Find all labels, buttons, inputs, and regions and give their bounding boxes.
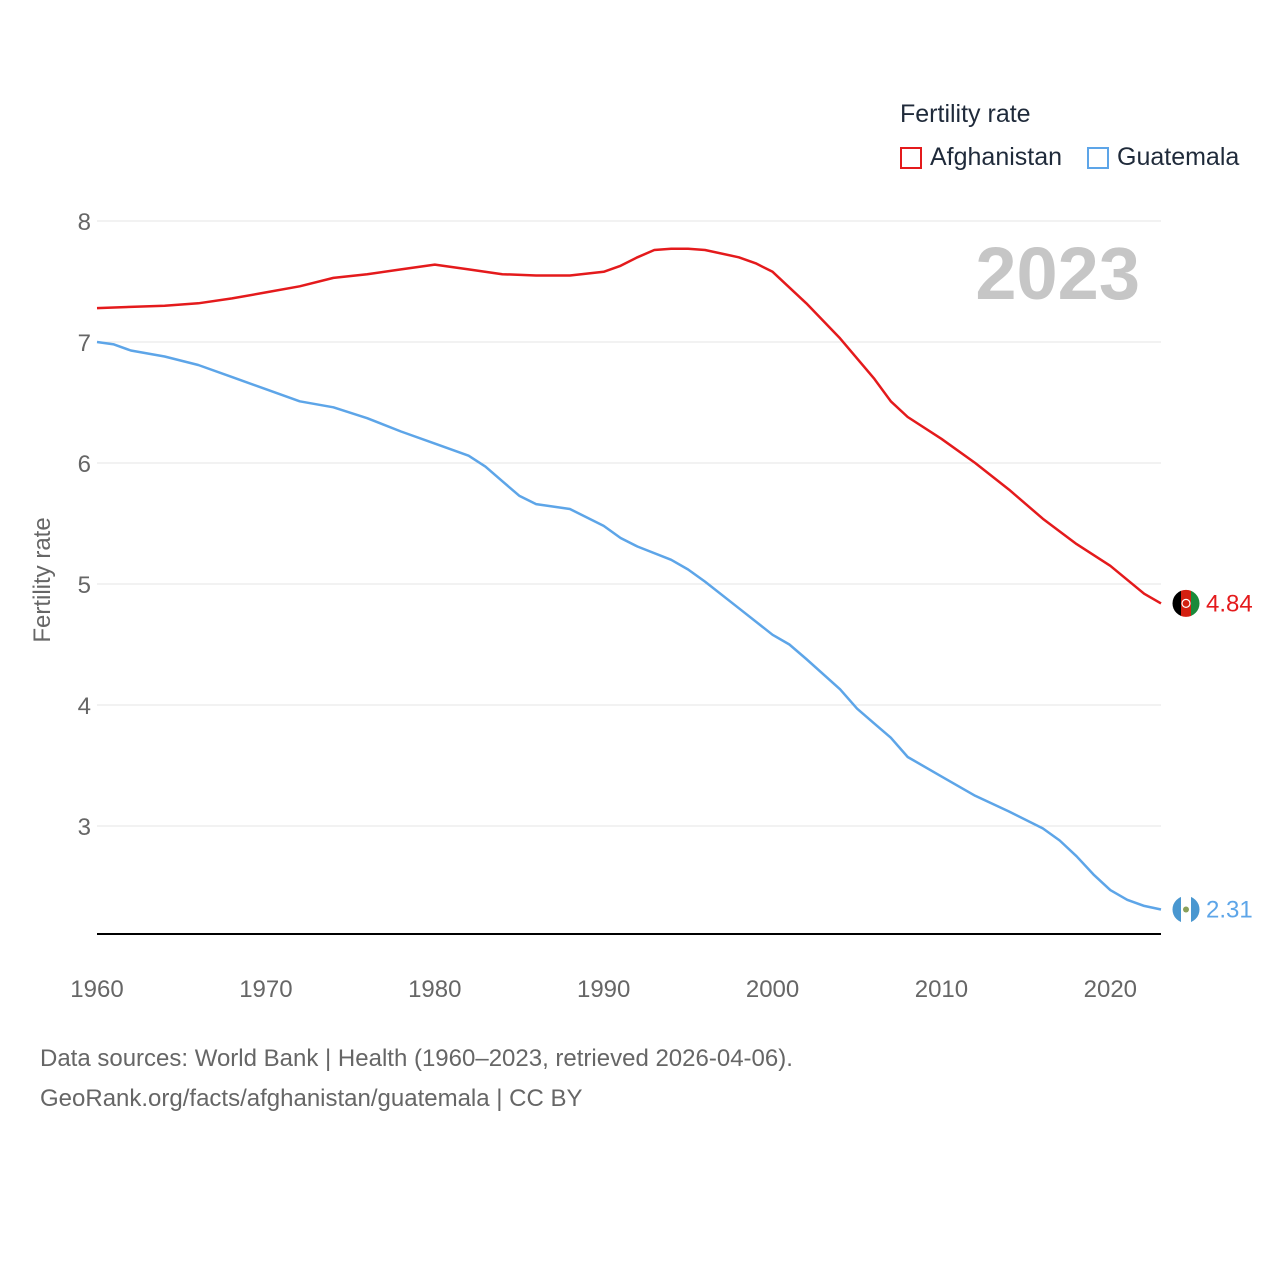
y-tick-label-6: 6 [78, 451, 91, 478]
series-line-guatemala [96, 340, 1162, 911]
flag-icon-guatemala [1171, 894, 1201, 924]
legend-label-guatemala: Guatemala [1117, 143, 1240, 171]
legend-label-afghanistan: Afghanistan [930, 143, 1063, 171]
series-line-afghanistan [96, 247, 1162, 605]
legend-swatch-guatemala [1087, 146, 1109, 169]
gridlines [97, 220, 1161, 827]
end-value-label-guatemala: 2.31 [1206, 896, 1253, 923]
flag-icon-afghanistan [1171, 588, 1201, 618]
y-tick-label-4: 4 [78, 693, 91, 720]
x-tick-label-1970: 1970 [239, 976, 292, 1003]
flag-stripe-green [1191, 590, 1201, 617]
flag-rim-afghanistan [1171, 588, 1201, 618]
x-tick-label-2020: 2020 [1084, 976, 1137, 1003]
legend-title: Fertility rate [900, 100, 1031, 128]
flag-stripe-black [1171, 590, 1181, 617]
x-tick-label-2010: 2010 [915, 976, 968, 1003]
flag-rim-guatemala [1171, 894, 1201, 924]
y-tick-label-8: 8 [78, 209, 91, 236]
legend-item-guatemala[interactable]: Guatemala [1087, 143, 1239, 172]
x-tick-label-1960: 1960 [70, 976, 123, 1003]
x-tick-label-1980: 1980 [408, 976, 461, 1003]
y-tick-label-7: 7 [78, 330, 91, 357]
series-lines [96, 247, 1162, 911]
flag-emblem-guatemala [1183, 906, 1189, 913]
legend-swatch-afghanistan [900, 146, 922, 169]
x-tick-label-1990: 1990 [577, 976, 630, 1003]
x-axis-ticks: 1960 1970 1980 1990 2000 2010 2020 [70, 976, 1137, 1003]
year-watermark: 2023 [975, 232, 1140, 315]
footer-sources: Data sources: World Bank | Health (1960–… [40, 1045, 793, 1072]
end-value-label-afghanistan: 4.84 [1206, 590, 1253, 617]
y-axis-ticks: 3 4 5 6 7 8 [78, 209, 91, 841]
y-tick-label-3: 3 [78, 814, 91, 841]
x-tick-label-2000: 2000 [746, 976, 799, 1003]
flag-emblem-afghanistan [1181, 598, 1191, 608]
end-markers: 4.84 2.31 [1171, 588, 1253, 924]
legend-item-afghanistan[interactable]: Afghanistan [900, 143, 1062, 172]
y-axis-label: Fertility rate [29, 517, 56, 642]
y-tick-label-5: 5 [78, 572, 91, 599]
footer-attribution: GeoRank.org/facts/afghanistan/guatemala … [40, 1085, 583, 1112]
